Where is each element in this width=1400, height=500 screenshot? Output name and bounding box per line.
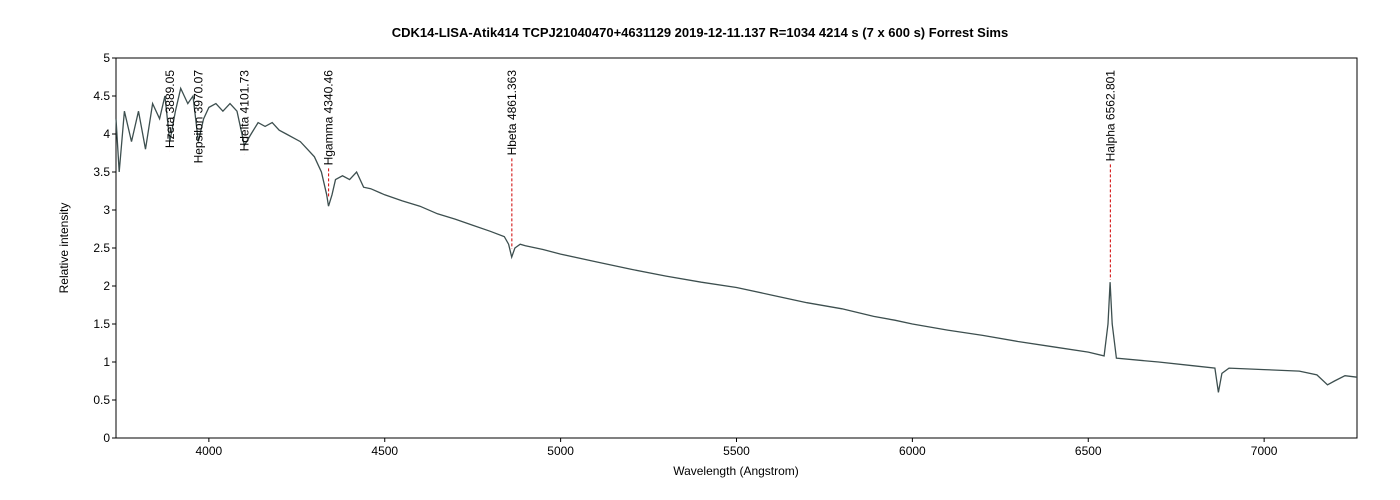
y-axis-label: Relative intensity	[57, 203, 71, 294]
y-tick-label: 1	[103, 355, 110, 369]
line-label: Hbeta 4861.363	[505, 70, 519, 156]
line-label: Hdelta 4101.73	[238, 70, 252, 152]
x-axis-label: Wavelength (Angstrom)	[673, 464, 799, 478]
y-tick-label: 4	[103, 127, 110, 141]
y-tick-label: 0	[103, 431, 110, 445]
y-tick-label: 3.5	[93, 165, 110, 179]
x-tick-label: 6500	[1075, 444, 1102, 458]
line-label: Hepsilon 3970.07	[191, 70, 205, 164]
x-tick-label: 4500	[371, 444, 398, 458]
y-tick-label: 2.5	[93, 241, 110, 255]
x-tick-label: 5000	[547, 444, 574, 458]
spectrum-line	[115, 86, 1358, 393]
x-tick-label: 4000	[196, 444, 223, 458]
y-tick-label: 1.5	[93, 317, 110, 331]
x-tick-label: 7000	[1251, 444, 1278, 458]
y-tick-label: 2	[103, 279, 110, 293]
line-label: Hzeta 3889.05	[163, 70, 177, 148]
chart-title: CDK14-LISA-Atik414 TCPJ21040470+4631129 …	[392, 25, 1008, 40]
plot-frame	[115, 57, 1358, 439]
line-label: Hgamma 4340.46	[322, 70, 336, 166]
y-tick-label: 5	[103, 51, 110, 65]
x-tick-label: 6000	[899, 444, 926, 458]
line-label: Halpha 6562.801	[1103, 70, 1117, 162]
y-tick-label: 4.5	[93, 89, 110, 103]
x-tick-label: 5500	[723, 444, 750, 458]
y-tick-label: 0.5	[93, 393, 110, 407]
y-tick-label: 3	[103, 203, 110, 217]
